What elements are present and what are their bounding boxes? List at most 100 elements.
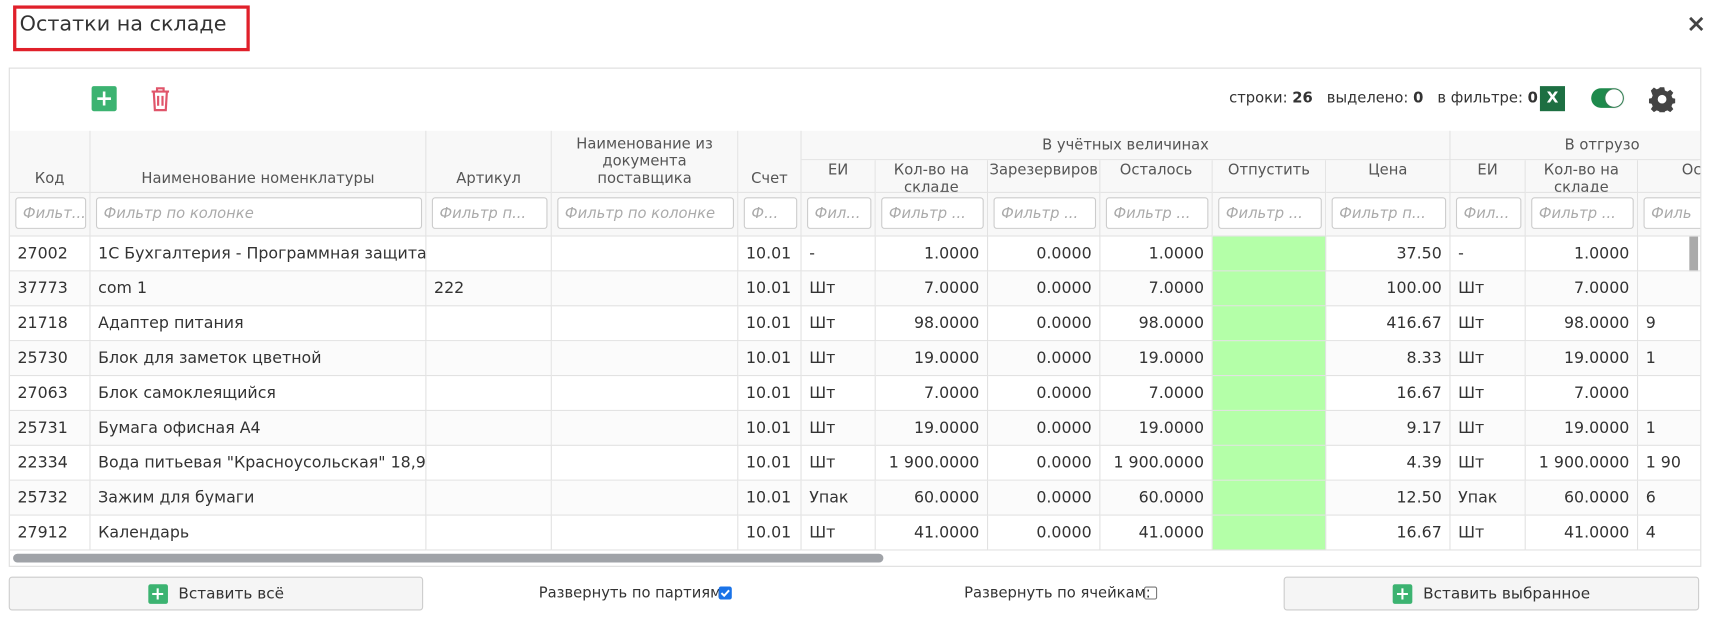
column-filter[interactable]: Фильтр по колонке	[95, 197, 423, 229]
group-header: В отгрузо	[1450, 130, 1701, 161]
table-cell: 27912	[9, 515, 91, 551]
column-header[interactable]: Отпустить	[1212, 160, 1327, 193]
column-header[interactable]: ЕИ	[801, 160, 876, 193]
expand-batches-checkbox[interactable]	[718, 586, 732, 600]
column-header[interactable]: Кол-во на складе	[1525, 160, 1639, 193]
table-cell: Зажим для бумаги	[90, 480, 427, 516]
table-cell[interactable]	[1212, 306, 1327, 342]
table-cell	[426, 480, 552, 516]
column-header[interactable]: Код	[9, 130, 91, 193]
table-cell[interactable]	[1212, 410, 1327, 446]
table-cell: Вода питьевая "Красноусольская" 18,9л	[90, 445, 427, 481]
table-cell: 9.17	[1326, 410, 1451, 446]
table-cell: Шт	[1450, 445, 1526, 481]
table-cell	[551, 271, 739, 307]
table-cell[interactable]	[1212, 480, 1327, 516]
table-cell: 60.0000	[875, 480, 989, 516]
rows-label: строки:	[1229, 89, 1288, 107]
table-cell: 37.50	[1326, 236, 1451, 272]
column-filter[interactable]: Фильтр ...	[993, 197, 1097, 229]
table-cell: 1 900.0000	[1525, 445, 1639, 481]
table-cell: 19.0000	[1525, 410, 1639, 446]
h-scrollbar[interactable]	[13, 553, 884, 563]
excel-export[interactable]: X	[1539, 86, 1566, 112]
column-filter[interactable]: Фил...	[807, 197, 872, 229]
table-cell: 7.0000	[1100, 376, 1213, 411]
table-cell: 19.0000	[875, 410, 989, 446]
table-cell[interactable]	[1212, 341, 1327, 377]
table-cell: 16.67	[1326, 515, 1451, 551]
table-cell: Блок для заметок цветной	[90, 341, 427, 377]
table-cell: Шт	[1450, 341, 1526, 377]
column-filter[interactable]: Фильтр ...	[1218, 197, 1322, 229]
column-filter[interactable]: Фильтр ...	[1531, 197, 1634, 229]
column-header[interactable]: Кол-во на складе	[875, 160, 989, 193]
table-cell	[426, 515, 552, 551]
expand-cells-checkbox[interactable]	[1144, 586, 1158, 600]
table-cell: 9	[1638, 306, 1701, 342]
table-cell	[426, 445, 552, 481]
column-header[interactable]: ЕИ	[1450, 160, 1526, 193]
column-filter[interactable]: Ф...	[743, 197, 798, 229]
table-cell: 7.0000	[1525, 376, 1639, 411]
table-cell: 4.39	[1326, 445, 1451, 481]
table-cell: Адаптер питания	[90, 306, 427, 342]
table-cell: 6	[1638, 480, 1701, 516]
table-cell: Шт	[801, 445, 876, 481]
table-cell: 21718	[9, 306, 91, 342]
column-filter[interactable]: Фильтр п...	[431, 197, 548, 229]
toggle[interactable]	[1591, 88, 1624, 108]
column-filter[interactable]: Филь	[1643, 197, 1701, 229]
table-cell: 1 900.0000	[1100, 445, 1213, 481]
table-cell	[551, 410, 739, 446]
table-cell: 7.0000	[1100, 271, 1213, 307]
settings[interactable]	[1648, 86, 1676, 113]
column-filter[interactable]: Фильт...	[15, 197, 87, 229]
expand-batches-label: Развернуть по партиям:	[538, 584, 727, 602]
table-cell: 0.0000	[988, 341, 1101, 377]
column-filter[interactable]: Фильтр по колонке	[557, 197, 734, 229]
table-cell	[426, 306, 552, 342]
add-button[interactable]: +	[91, 86, 117, 112]
table-cell[interactable]	[1212, 515, 1327, 551]
table-cell: 60.0000	[1525, 480, 1639, 516]
column-filter[interactable]: Фильтр ...	[1105, 197, 1209, 229]
table-cell: 1 900.0000	[875, 445, 989, 481]
column-header[interactable]: Артикул	[426, 130, 552, 193]
close-button[interactable]: ×	[1686, 10, 1707, 39]
table-cell[interactable]	[1212, 271, 1327, 307]
column-header[interactable]: Наименование номенклатуры	[90, 130, 427, 193]
table-cell: 37773	[9, 271, 91, 307]
table-cell[interactable]	[1212, 236, 1327, 272]
column-header[interactable]: Осталось	[1100, 160, 1213, 193]
column-filter[interactable]: Фильтр п...	[1331, 197, 1447, 229]
table-cell: 4	[1638, 516, 1701, 551]
table-cell: 1	[1638, 410, 1701, 446]
column-header[interactable]: Зарезервиров	[988, 160, 1101, 193]
table-cell[interactable]	[1212, 376, 1327, 411]
insert-selected-button[interactable]: + Вставить выбранное	[1283, 576, 1700, 611]
insert-all-button[interactable]: + Вставить всё	[8, 576, 424, 611]
table-cell: 27002	[9, 236, 91, 272]
table-cell: 0.0000	[988, 515, 1101, 551]
dialog-title: Остатки на складе	[19, 11, 227, 36]
column-header[interactable]: Ост	[1638, 160, 1701, 193]
table-cell: Шт	[801, 376, 876, 411]
table-cell: 19.0000	[1525, 341, 1639, 377]
delete-button[interactable]	[148, 86, 172, 112]
column-filter[interactable]: Фильтр ...	[881, 197, 984, 229]
column-filter[interactable]: Фил...	[1455, 197, 1522, 229]
table-cell: Шт	[1450, 306, 1526, 342]
table-cell: 98.0000	[875, 306, 989, 342]
table-cell	[1638, 237, 1701, 272]
column-header[interactable]: Наименование из документа поставщика	[551, 130, 739, 193]
table-cell: -	[1450, 236, 1526, 272]
filter-label: в фильтре:	[1437, 89, 1523, 107]
table-cell: 19.0000	[1100, 341, 1213, 377]
table-cell: 0.0000	[988, 445, 1101, 481]
table-cell: 10.01	[738, 480, 802, 516]
table-cell: -	[801, 236, 876, 272]
column-header[interactable]: Счет	[738, 130, 802, 193]
column-header[interactable]: Цена	[1326, 160, 1451, 193]
table-cell[interactable]	[1212, 445, 1327, 481]
